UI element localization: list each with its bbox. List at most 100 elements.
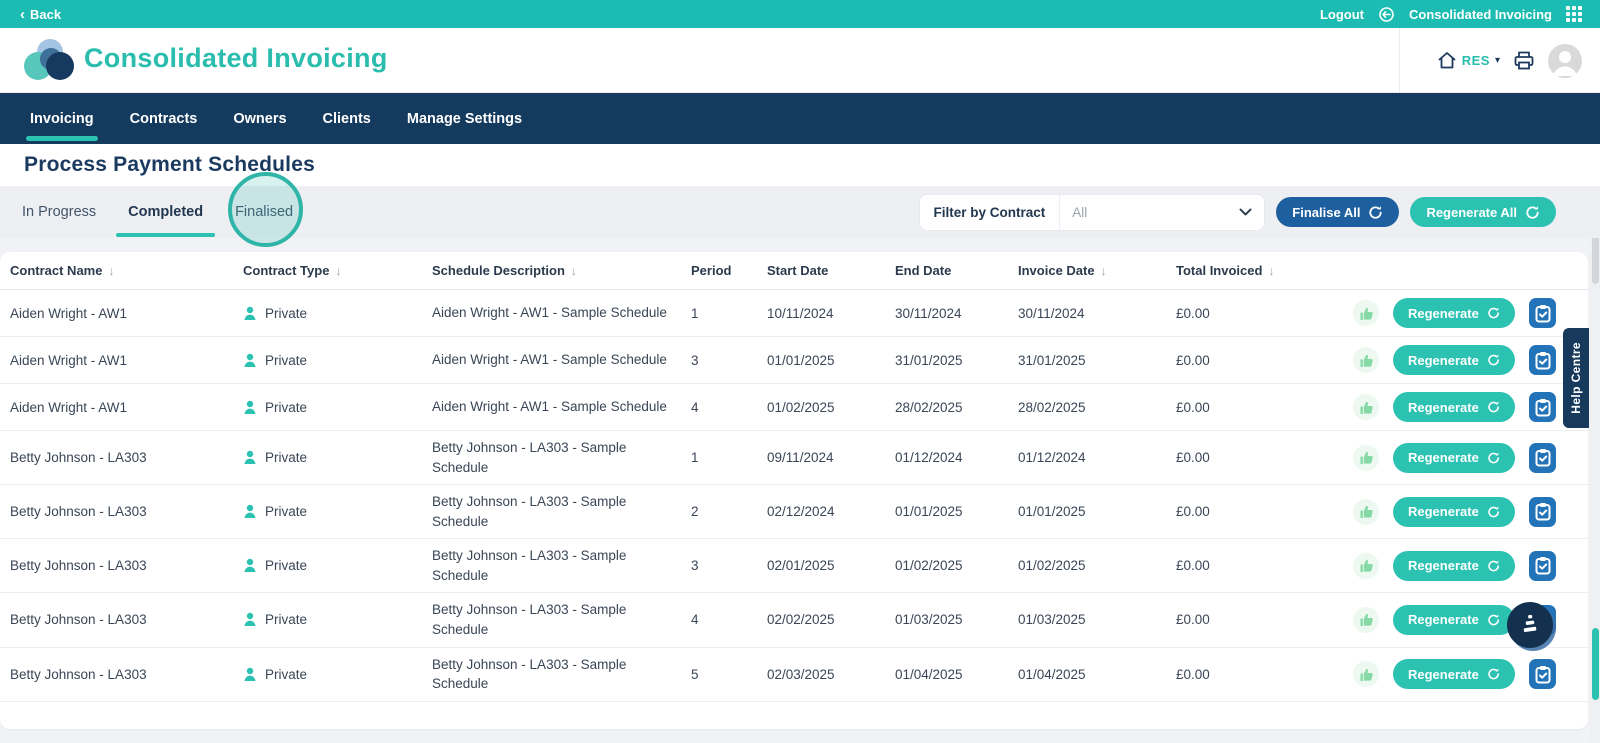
refresh-icon	[1369, 205, 1383, 219]
regenerate-row-button[interactable]: Regenerate	[1393, 604, 1515, 635]
end-date-cell: 31/01/2025	[895, 352, 963, 368]
person-icon	[243, 450, 257, 465]
print-button[interactable]	[1513, 50, 1535, 71]
regenerate-row-button[interactable]: Regenerate	[1393, 659, 1515, 690]
schedule-description-cell: Betty Johnson - LA303 - Sample Schedule	[432, 602, 627, 637]
logout-button[interactable]: Logout	[1319, 6, 1364, 22]
contract-name-cell: Betty Johnson - LA303	[10, 450, 147, 466]
clipboard-check-icon	[1535, 398, 1550, 416]
scrollbar-track[interactable]	[1590, 186, 1600, 743]
contract-type-label: Private	[265, 450, 308, 466]
scrollbar-thumb[interactable]	[1591, 206, 1599, 284]
finalise-schedule-button[interactable]	[1529, 392, 1556, 422]
thumbs-up-icon	[1360, 307, 1373, 320]
refresh-icon	[1488, 560, 1499, 572]
regenerate-row-label: Regenerate	[1408, 352, 1479, 368]
period-cell: 3	[691, 352, 699, 368]
person-icon	[243, 558, 257, 573]
contract-type-label: Private	[265, 612, 308, 628]
start-date-cell: 02/02/2025	[767, 612, 835, 628]
regenerate-row-button[interactable]: Regenerate	[1393, 298, 1515, 328]
help-launcher-button[interactable]	[1507, 602, 1553, 648]
chevron-down-icon: ▾	[1494, 55, 1500, 66]
clipboard-check-icon	[1535, 557, 1550, 575]
clipboard-check-icon	[1535, 503, 1550, 521]
back-button[interactable]: ‹ Back	[20, 7, 61, 22]
total-invoiced-cell: £0.00	[1176, 352, 1210, 368]
nav-item-owners[interactable]: Owners	[233, 110, 287, 127]
end-date-cell: 01/12/2024	[895, 450, 963, 466]
schedule-description-cell: Betty Johnson - LA303 - Sample Schedule	[432, 440, 627, 475]
approved-indicator	[1353, 498, 1379, 525]
sort-icon: ↓	[1100, 263, 1107, 278]
start-date-cell: 10/11/2024	[767, 305, 834, 321]
person-icon	[243, 504, 257, 519]
regenerate-row-button[interactable]: Regenerate	[1393, 496, 1515, 527]
apps-grid-icon[interactable]	[1566, 6, 1582, 22]
invoice-date-cell: 01/01/2025	[1018, 504, 1086, 520]
thumbs-up-icon	[1360, 401, 1373, 414]
tab-in-progress[interactable]: In Progress	[22, 204, 97, 220]
finalise-schedule-button[interactable]	[1529, 442, 1556, 473]
total-invoiced-cell: £0.00	[1176, 504, 1210, 520]
finalise-schedule-button[interactable]	[1529, 345, 1556, 375]
table-header-row: Contract Name ↓ Contract Type ↓ Schedule D…	[0, 252, 1588, 290]
approved-indicator	[1353, 300, 1379, 326]
column-contract-type[interactable]: Contract Type ↓	[243, 263, 342, 278]
header-divider	[1399, 28, 1400, 93]
end-date-cell: 01/04/2025	[895, 666, 963, 682]
nav-item-contracts[interactable]: Contracts	[129, 110, 198, 127]
regenerate-row-button[interactable]: Regenerate	[1393, 550, 1515, 581]
approved-indicator	[1353, 552, 1379, 579]
nav-item-manage-settings[interactable]: Manage Settings	[406, 110, 523, 127]
column-contract-name[interactable]: Contract Name ↓	[10, 263, 115, 278]
regenerate-row-button[interactable]: Regenerate	[1393, 392, 1515, 422]
contract-type-cell: Private	[243, 612, 432, 627]
sort-icon: ↓	[570, 263, 577, 278]
help-centre-tab[interactable]: Help Centre	[1563, 328, 1589, 428]
end-date-cell: 30/11/2024	[895, 305, 962, 321]
back-chevron-icon: ‹	[20, 5, 25, 23]
regenerate-row-label: Regenerate	[1408, 504, 1479, 520]
nav-item-clients[interactable]: Clients	[322, 110, 371, 127]
regenerate-row-button[interactable]: Regenerate	[1393, 345, 1515, 375]
finalise-all-button[interactable]: Finalise All	[1276, 197, 1400, 227]
approved-indicator	[1353, 394, 1379, 420]
scrollbar-thumb-teal[interactable]	[1591, 628, 1599, 700]
nav-item-invoicing[interactable]: Invoicing	[26, 93, 98, 144]
period-cell: 3	[691, 558, 699, 574]
contract-filter-select[interactable]: All	[1059, 194, 1264, 230]
contract-filter-value: All	[1072, 204, 1088, 220]
tab-completed[interactable]: Completed	[116, 186, 215, 238]
sort-icon: ↓	[108, 263, 115, 278]
workspace-selector[interactable]: RES ▾	[1437, 51, 1500, 70]
finalise-schedule-button[interactable]	[1529, 298, 1556, 328]
contract-type-cell: Private	[243, 558, 432, 573]
finalise-schedule-button[interactable]	[1529, 659, 1556, 690]
clipboard-check-icon	[1535, 449, 1550, 467]
logout-icon[interactable]	[1378, 6, 1395, 23]
contract-type-cell: Private	[243, 306, 432, 321]
contract-type-label: Private	[265, 399, 308, 415]
finalise-schedule-button[interactable]	[1529, 496, 1556, 527]
column-invoice-date[interactable]: Invoice Date ↓	[1018, 263, 1107, 278]
column-total-invoiced[interactable]: Total Invoiced ↓	[1176, 263, 1275, 278]
table-row: Betty Johnson - LA303 Private Betty John…	[0, 485, 1588, 540]
tab-finalised[interactable]: Finalised	[235, 204, 294, 220]
contract-type-cell: Private	[243, 400, 432, 415]
invoice-date-cell: 30/11/2024	[1018, 305, 1085, 321]
column-schedule-description[interactable]: Schedule Description ↓	[432, 263, 577, 278]
schedule-description-cell: Betty Johnson - LA303 - Sample Schedule	[432, 548, 627, 583]
period-cell: 2	[691, 504, 699, 520]
contract-type-cell: Private	[243, 667, 432, 682]
total-invoiced-cell: £0.00	[1176, 558, 1210, 574]
thumbs-up-icon	[1360, 668, 1373, 681]
user-avatar[interactable]	[1548, 43, 1582, 78]
person-icon	[243, 353, 257, 368]
regenerate-all-button[interactable]: Regenerate All	[1410, 197, 1556, 227]
approved-indicator	[1353, 606, 1379, 633]
back-label: Back	[30, 6, 62, 22]
finalise-schedule-button[interactable]	[1529, 550, 1556, 581]
regenerate-row-button[interactable]: Regenerate	[1393, 442, 1515, 473]
app-title: Consolidated Invoicing	[84, 43, 388, 73]
